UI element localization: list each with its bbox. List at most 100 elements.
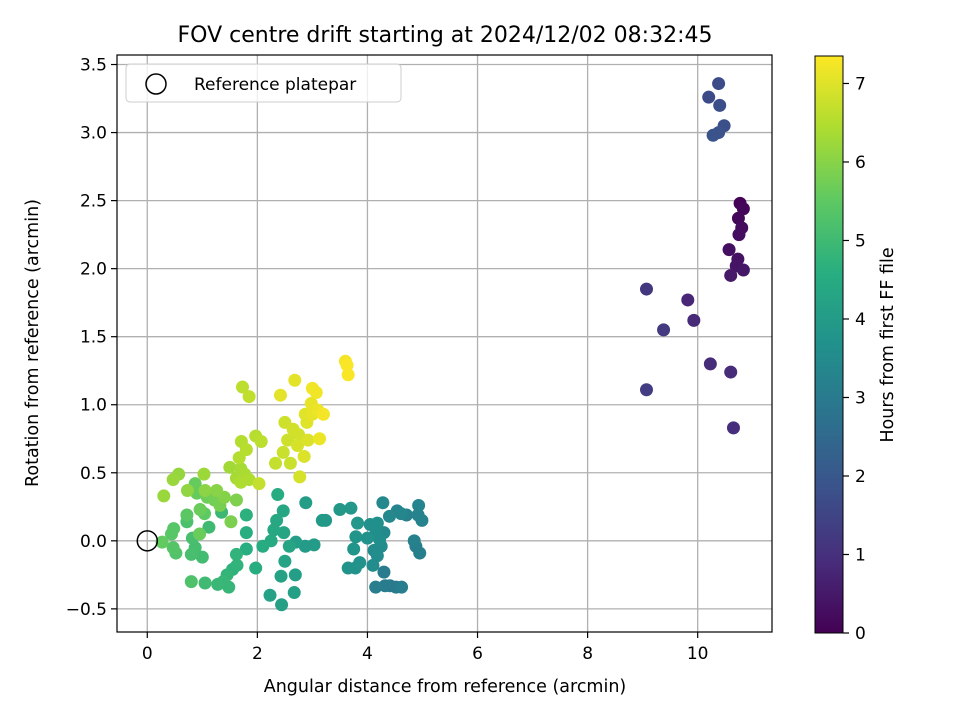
colorbar-tick-label: 1 bbox=[855, 545, 866, 565]
y-axis-label: Rotation from reference (arcmin) bbox=[23, 199, 43, 487]
chart-title: FOV centre drift starting at 2024/12/02 … bbox=[178, 23, 713, 48]
reference-platepar-marker bbox=[136, 530, 159, 552]
data-point bbox=[349, 530, 363, 544]
data-point bbox=[263, 588, 277, 602]
data-point bbox=[706, 128, 720, 142]
data-point bbox=[297, 449, 311, 463]
data-point bbox=[287, 586, 301, 600]
data-point bbox=[369, 580, 383, 594]
data-point bbox=[407, 534, 421, 548]
x-tick-label: 10 bbox=[687, 644, 709, 664]
colorbar-tick-label: 0 bbox=[855, 624, 866, 644]
data-point bbox=[276, 445, 290, 459]
data-point bbox=[195, 550, 209, 564]
x-tick-label: 4 bbox=[362, 644, 373, 664]
data-point bbox=[333, 503, 347, 517]
data-point bbox=[363, 517, 377, 531]
x-tick-label: 6 bbox=[472, 644, 483, 664]
data-point bbox=[309, 385, 323, 399]
data-point bbox=[235, 380, 249, 394]
x-axis-ticks: 0 2 4 6 8 10 bbox=[142, 632, 709, 664]
legend-marker-icon bbox=[145, 73, 167, 95]
data-point bbox=[351, 516, 365, 530]
data-point bbox=[223, 460, 237, 474]
plot-area bbox=[117, 55, 772, 632]
data-point bbox=[157, 489, 171, 503]
data-point bbox=[230, 558, 244, 572]
data-point bbox=[288, 373, 302, 387]
data-point bbox=[288, 568, 302, 582]
y-tick-label: 0.5 bbox=[80, 464, 107, 484]
data-point bbox=[281, 433, 295, 447]
data-point bbox=[193, 527, 207, 541]
data-point bbox=[239, 443, 253, 457]
y-tick-label: 0.0 bbox=[80, 532, 107, 552]
data-point bbox=[224, 515, 238, 529]
data-point bbox=[210, 483, 224, 497]
data-point bbox=[278, 554, 292, 568]
data-point bbox=[198, 576, 212, 590]
data-point bbox=[376, 496, 390, 510]
y-tick-label: 3.5 bbox=[80, 56, 107, 76]
data-point bbox=[155, 535, 169, 549]
data-point bbox=[239, 508, 253, 522]
y-tick-label: 2.0 bbox=[80, 260, 107, 280]
x-tick-label: 8 bbox=[582, 644, 593, 664]
data-point bbox=[242, 390, 256, 404]
data-point bbox=[252, 477, 266, 491]
data-point bbox=[267, 523, 281, 537]
data-point bbox=[282, 539, 296, 553]
data-point bbox=[222, 580, 236, 594]
data-point bbox=[313, 432, 327, 446]
data-point bbox=[726, 421, 740, 435]
data-point bbox=[254, 434, 268, 448]
data-point bbox=[341, 561, 355, 575]
data-point bbox=[273, 388, 287, 402]
data-point bbox=[360, 531, 374, 545]
legend-box bbox=[125, 63, 402, 103]
data-point bbox=[340, 358, 354, 372]
data-point bbox=[229, 493, 243, 507]
data-point bbox=[293, 470, 307, 484]
colorbar-ticks: 0 1 2 3 4 5 6 7 bbox=[843, 74, 866, 644]
colorbar-tick-label: 4 bbox=[855, 310, 866, 330]
legend: Reference platepar bbox=[125, 63, 402, 103]
data-point bbox=[202, 520, 216, 534]
data-points bbox=[155, 77, 750, 612]
data-point bbox=[382, 509, 396, 523]
y-tick-label: −0.5 bbox=[66, 600, 107, 620]
plot-frame bbox=[116, 54, 773, 633]
data-point bbox=[239, 526, 253, 540]
data-point bbox=[180, 508, 194, 522]
colorbar-label: Hours from first FF file bbox=[878, 247, 898, 442]
data-point bbox=[271, 488, 285, 502]
colorbar-tick-label: 5 bbox=[855, 231, 866, 251]
data-point bbox=[193, 503, 207, 517]
x-tick-label: 0 bbox=[142, 644, 153, 664]
colorbar-tick-label: 2 bbox=[855, 467, 866, 487]
colorbar-tick-label: 6 bbox=[855, 153, 866, 173]
data-point bbox=[736, 263, 750, 277]
data-point bbox=[724, 365, 738, 379]
colorbar-tick-label: 7 bbox=[855, 74, 866, 94]
data-point bbox=[736, 202, 750, 216]
data-point bbox=[242, 473, 256, 487]
colorbar-tick-label: 3 bbox=[855, 388, 866, 408]
data-point bbox=[291, 439, 305, 453]
data-point bbox=[344, 501, 358, 515]
y-tick-label: 2.5 bbox=[80, 192, 107, 212]
data-point bbox=[275, 598, 289, 612]
grid-lines bbox=[117, 55, 772, 632]
data-point bbox=[301, 433, 315, 447]
data-point bbox=[712, 77, 726, 91]
data-point bbox=[412, 498, 426, 512]
data-point bbox=[184, 547, 198, 561]
data-point bbox=[166, 473, 180, 487]
data-point bbox=[274, 569, 288, 583]
data-point bbox=[180, 483, 194, 497]
data-point bbox=[370, 549, 384, 563]
data-point bbox=[276, 504, 290, 518]
data-point bbox=[703, 357, 717, 371]
data-point bbox=[269, 456, 283, 470]
